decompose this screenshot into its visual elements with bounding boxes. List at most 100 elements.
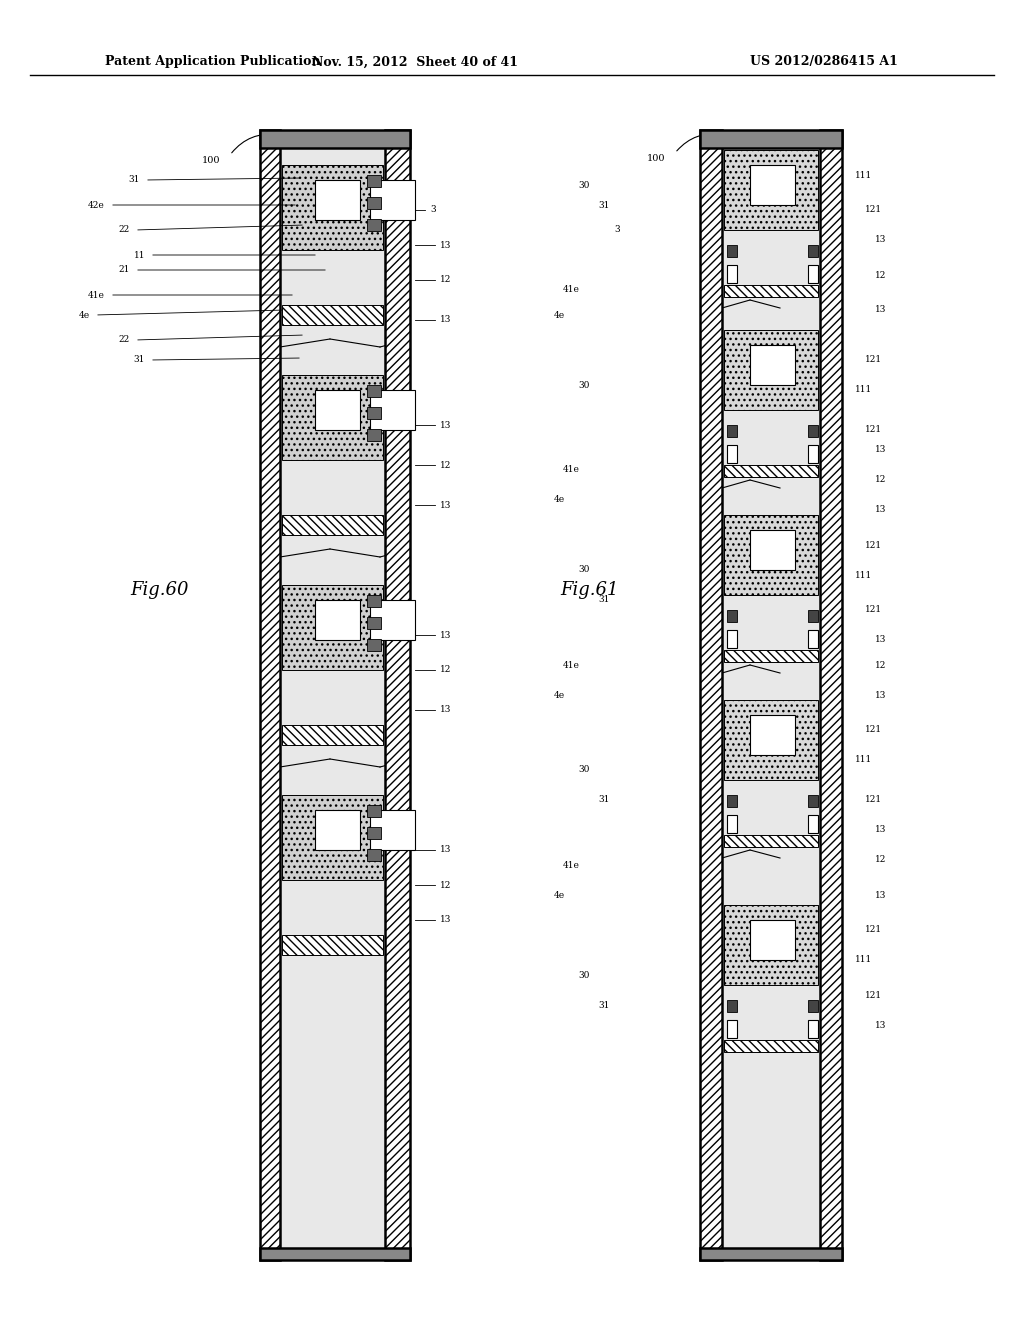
Bar — [808, 814, 818, 833]
Text: 41e: 41e — [563, 466, 580, 474]
Bar — [727, 610, 737, 622]
Bar — [315, 389, 360, 430]
Text: 12: 12 — [440, 461, 452, 470]
Bar — [808, 630, 818, 648]
Bar — [260, 129, 280, 1261]
Bar — [808, 425, 818, 437]
Text: 111: 111 — [855, 170, 872, 180]
Bar — [808, 610, 818, 622]
Bar — [367, 805, 381, 817]
Text: 13: 13 — [874, 305, 887, 314]
Text: 121: 121 — [865, 925, 882, 935]
Text: 13: 13 — [874, 446, 887, 454]
Bar — [750, 715, 795, 755]
Text: 12: 12 — [874, 271, 887, 280]
Bar — [724, 150, 818, 230]
Text: 22: 22 — [119, 335, 130, 345]
Bar — [724, 700, 818, 780]
Bar — [282, 375, 383, 459]
Text: 12: 12 — [440, 665, 452, 675]
Text: 13: 13 — [874, 635, 887, 644]
Bar — [750, 345, 795, 385]
Bar — [370, 601, 415, 640]
Text: 121: 121 — [865, 206, 882, 214]
Text: 13: 13 — [874, 891, 887, 899]
Text: 121: 121 — [865, 990, 882, 999]
Text: 31: 31 — [599, 201, 610, 210]
Text: 30: 30 — [579, 766, 590, 775]
Text: 13: 13 — [440, 315, 452, 325]
Bar — [808, 265, 818, 282]
Bar — [727, 1020, 737, 1038]
Text: 13: 13 — [874, 506, 887, 515]
Bar — [700, 129, 842, 148]
Bar — [727, 1001, 737, 1012]
Text: 121: 121 — [865, 726, 882, 734]
Text: 13: 13 — [440, 421, 452, 429]
Bar — [370, 180, 415, 220]
Bar — [367, 639, 381, 651]
Text: 13: 13 — [874, 1020, 887, 1030]
Text: US 2012/0286415 A1: US 2012/0286415 A1 — [750, 55, 898, 69]
Bar — [282, 795, 383, 880]
Text: 30: 30 — [579, 565, 590, 574]
Bar — [750, 531, 795, 570]
Bar — [727, 445, 737, 463]
Text: 4e: 4e — [554, 495, 565, 504]
Text: 31: 31 — [129, 176, 140, 185]
Bar — [370, 389, 415, 430]
Text: 121: 121 — [865, 425, 882, 434]
Bar — [370, 810, 415, 850]
Text: Nov. 15, 2012  Sheet 40 of 41: Nov. 15, 2012 Sheet 40 of 41 — [312, 55, 518, 69]
Bar — [727, 425, 737, 437]
Text: 41e: 41e — [563, 861, 580, 870]
Text: 41e: 41e — [88, 290, 105, 300]
Bar — [700, 129, 722, 1261]
Bar — [282, 305, 383, 325]
Text: 3: 3 — [430, 206, 435, 214]
Bar — [367, 429, 381, 441]
Text: 111: 111 — [855, 385, 872, 395]
Text: 13: 13 — [440, 846, 452, 854]
Text: 13: 13 — [874, 235, 887, 244]
Bar — [724, 1040, 818, 1052]
Text: 13: 13 — [440, 500, 452, 510]
Text: 4e: 4e — [554, 891, 565, 899]
Text: 42e: 42e — [88, 201, 105, 210]
Text: 111: 111 — [855, 570, 872, 579]
Bar — [750, 920, 795, 960]
Text: 12: 12 — [440, 880, 452, 890]
Text: 30: 30 — [579, 181, 590, 190]
Bar — [315, 601, 360, 640]
Text: 121: 121 — [865, 355, 882, 364]
Bar — [260, 1247, 410, 1261]
Text: 31: 31 — [599, 1001, 610, 1010]
Bar — [367, 828, 381, 840]
Bar — [808, 445, 818, 463]
Bar — [808, 795, 818, 807]
Bar — [724, 515, 818, 595]
Text: Fig.61: Fig.61 — [560, 581, 618, 599]
Text: 13: 13 — [440, 705, 452, 714]
Text: 13: 13 — [440, 240, 452, 249]
Text: Fig.60: Fig.60 — [130, 581, 188, 599]
Text: 3: 3 — [614, 226, 620, 235]
Text: 12: 12 — [874, 660, 887, 669]
Text: 12: 12 — [440, 276, 452, 285]
Text: 13: 13 — [440, 631, 452, 639]
Bar — [260, 129, 410, 148]
Text: 30: 30 — [579, 380, 590, 389]
Text: 30: 30 — [579, 970, 590, 979]
Text: 121: 121 — [865, 540, 882, 549]
Bar — [315, 180, 360, 220]
Text: 4e: 4e — [554, 690, 565, 700]
Text: 121: 121 — [865, 796, 882, 804]
Text: 100: 100 — [646, 154, 665, 162]
Bar — [367, 407, 381, 418]
Text: 100: 100 — [202, 156, 220, 165]
Bar — [367, 219, 381, 231]
Bar — [385, 129, 410, 1261]
Text: Patent Application Publication: Patent Application Publication — [105, 55, 321, 69]
Bar — [282, 515, 383, 535]
Text: 111: 111 — [855, 755, 872, 764]
